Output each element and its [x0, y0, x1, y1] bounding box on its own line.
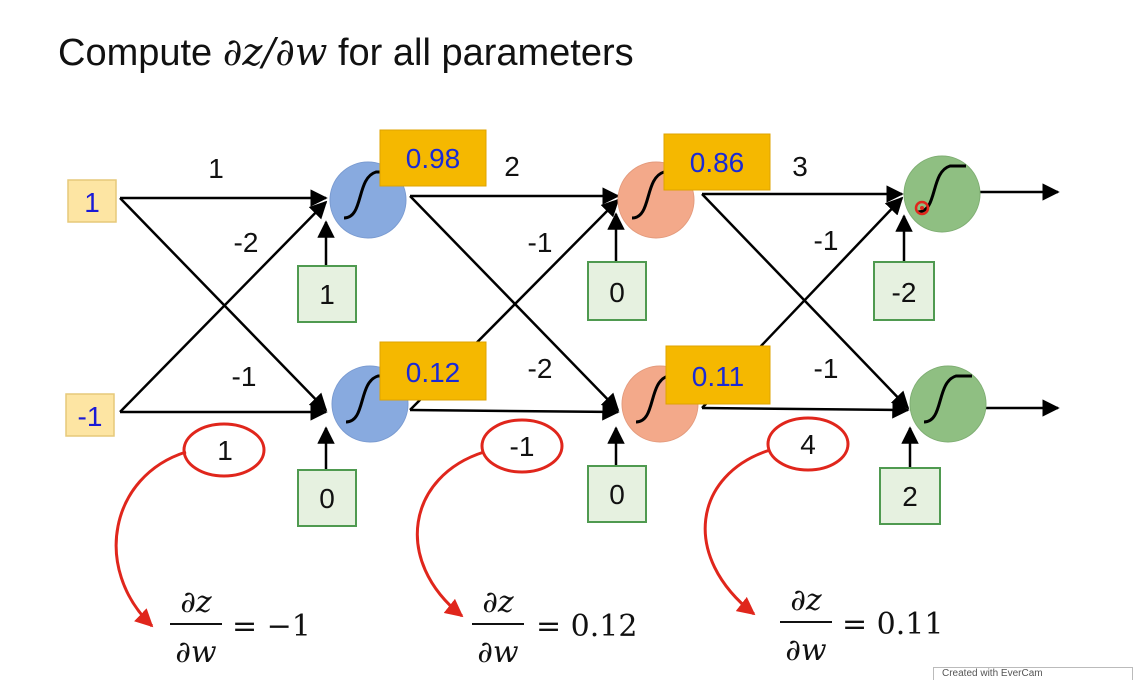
edge-x1-n12 — [119, 197, 328, 412]
weight-label-highlighted: 1 — [217, 435, 233, 466]
bias-l2-1: 0 — [587, 261, 647, 321]
activation-value: 0.98 — [406, 143, 461, 174]
weight-label: -1 — [814, 225, 839, 256]
edge-x2-n11 — [119, 200, 328, 413]
bias-value: 0 — [609, 479, 625, 510]
input-x2-value: -1 — [78, 401, 103, 432]
fraction-denominator: ∂w — [785, 633, 827, 668]
highlight-circle — [480, 418, 564, 474]
cursor-icon — [914, 200, 930, 216]
activation-value: 0.12 — [406, 357, 461, 388]
bias-value: 0 — [319, 483, 335, 514]
bias-l3-1: -2 — [873, 261, 935, 321]
activation-l1-1: 0.98 — [379, 129, 487, 187]
derivative-value: = −1 — [232, 609, 311, 644]
activation-l1-2: 0.12 — [379, 341, 487, 401]
weight-label: -2 — [528, 353, 553, 384]
sigmoid-icon — [631, 170, 680, 220]
red-arrow — [703, 448, 771, 616]
edge-n22-n32 — [701, 401, 910, 419]
weight-label-highlighted: 4 — [800, 429, 816, 460]
sigmoid-icon — [917, 164, 966, 214]
title-math: ∂z/∂w — [222, 30, 328, 74]
watermark: Created with EverCam — [933, 667, 1133, 680]
weight-label-highlighted: -1 — [510, 431, 535, 462]
neuron-l3-2 — [909, 365, 987, 443]
bias-value: 2 — [902, 481, 918, 512]
activation-value: 0.86 — [690, 147, 745, 178]
weight-label: -1 — [814, 353, 839, 384]
highlight-circle — [766, 416, 850, 472]
bias-value: -2 — [892, 277, 917, 308]
fraction-denominator: ∂w — [477, 635, 519, 670]
input-x1-value: 1 — [84, 187, 100, 218]
activation-value: 0.11 — [692, 361, 744, 392]
derivative-3: ∂z ∂w = 0.11 — [780, 583, 943, 668]
edge-n12-n22 — [409, 403, 620, 421]
sigmoid-icon — [343, 170, 392, 220]
bias-value: 1 — [319, 279, 335, 310]
weight-label: -1 — [232, 361, 257, 392]
bias-l1-1: 1 — [297, 265, 357, 323]
bias-l1-2: 0 — [297, 469, 357, 527]
input-x2: -1 — [65, 393, 115, 437]
derivative-1: ∂z ∂w = −1 — [170, 585, 311, 670]
highlight-circle — [182, 422, 266, 478]
weight-label: -1 — [528, 227, 553, 258]
neuron-l3-1 — [903, 155, 981, 233]
derivative-value: = 0.11 — [842, 607, 943, 642]
red-arrow — [114, 450, 187, 628]
fraction-denominator: ∂w — [175, 635, 217, 670]
title-suffix: for all parameters — [327, 32, 634, 74]
derivative-2: ∂z ∂w = 0.12 — [472, 585, 637, 670]
edge-n11-n22 — [409, 195, 620, 412]
page-title: Compute ∂z/∂w for all parameters — [58, 30, 634, 75]
sigmoid-icon — [923, 374, 972, 424]
input-x1: 1 — [67, 179, 117, 223]
bias-value: 0 — [609, 277, 625, 308]
weight-label: 1 — [208, 153, 224, 184]
activation-l2-1: 0.86 — [663, 133, 771, 191]
weight-label: 3 — [792, 151, 808, 182]
fraction-numerator: ∂z — [790, 583, 822, 618]
bias-l3-2: 2 — [879, 467, 941, 525]
fraction-numerator: ∂z — [482, 585, 514, 620]
sigmoid-icon — [345, 374, 394, 424]
bias-l2-2: 0 — [587, 465, 647, 523]
derivative-value: = 0.12 — [536, 609, 637, 644]
title-prefix: Compute — [58, 32, 223, 74]
red-arrow — [415, 450, 485, 618]
activation-l2-2: 0.11 — [665, 345, 771, 405]
weight-label: -2 — [234, 227, 259, 258]
fraction-numerator: ∂z — [180, 585, 212, 620]
weight-label: 2 — [504, 151, 520, 182]
